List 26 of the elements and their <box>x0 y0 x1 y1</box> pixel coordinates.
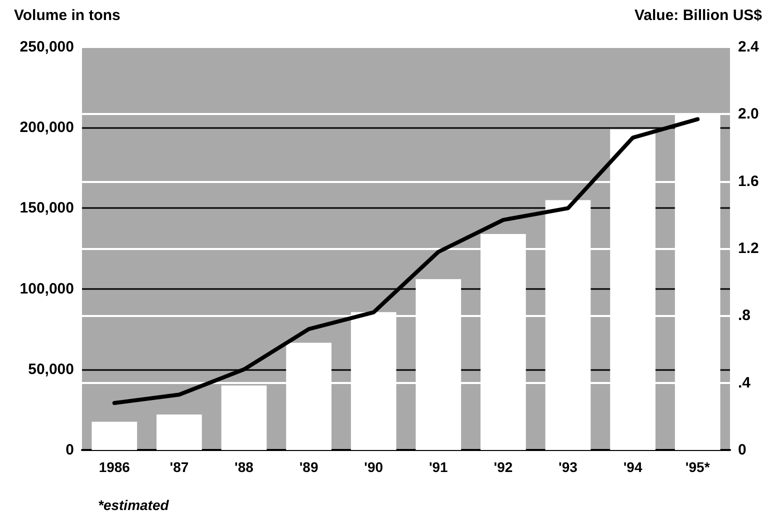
x-tick-label: '94 <box>623 459 642 475</box>
y-axis-title: Volume in tons <box>14 7 120 24</box>
x-tick-label: '87 <box>170 459 189 475</box>
x-tick-label: '95* <box>685 459 710 475</box>
y-tick-label: 0 <box>66 442 74 458</box>
y2-tick-label: 1.6 <box>738 172 759 190</box>
x-tick-label: '88 <box>234 459 254 475</box>
y-tick-label: 150,000 <box>20 200 74 217</box>
y2-tick-label: 1.2 <box>738 240 759 257</box>
y2-axis-title: Value: Billion US$ <box>634 7 763 24</box>
y2-tick-label: .8 <box>738 307 751 324</box>
y2-tick-label: .4 <box>738 374 752 392</box>
y2-tick-label: 2.0 <box>738 106 759 123</box>
y-tick-label: 250,000 <box>20 38 74 56</box>
y-tick-label: 200,000 <box>20 119 74 136</box>
x-tick-label: '92 <box>494 459 513 475</box>
y2-tick-label: 0 <box>738 442 746 458</box>
x-tick-label: '93 <box>558 459 578 475</box>
x-tick-label: 1986 <box>98 459 130 475</box>
y-tick-label: 100,000 <box>20 280 74 298</box>
x-tick-label: '89 <box>299 459 318 475</box>
y2-tick-label: 2.4 <box>738 38 760 56</box>
text: *estimated <box>98 497 170 513</box>
x-tick-label: '91 <box>428 459 448 475</box>
x-tick-label: '90 <box>364 459 384 475</box>
y-tick-label: 50,000 <box>28 360 74 378</box>
